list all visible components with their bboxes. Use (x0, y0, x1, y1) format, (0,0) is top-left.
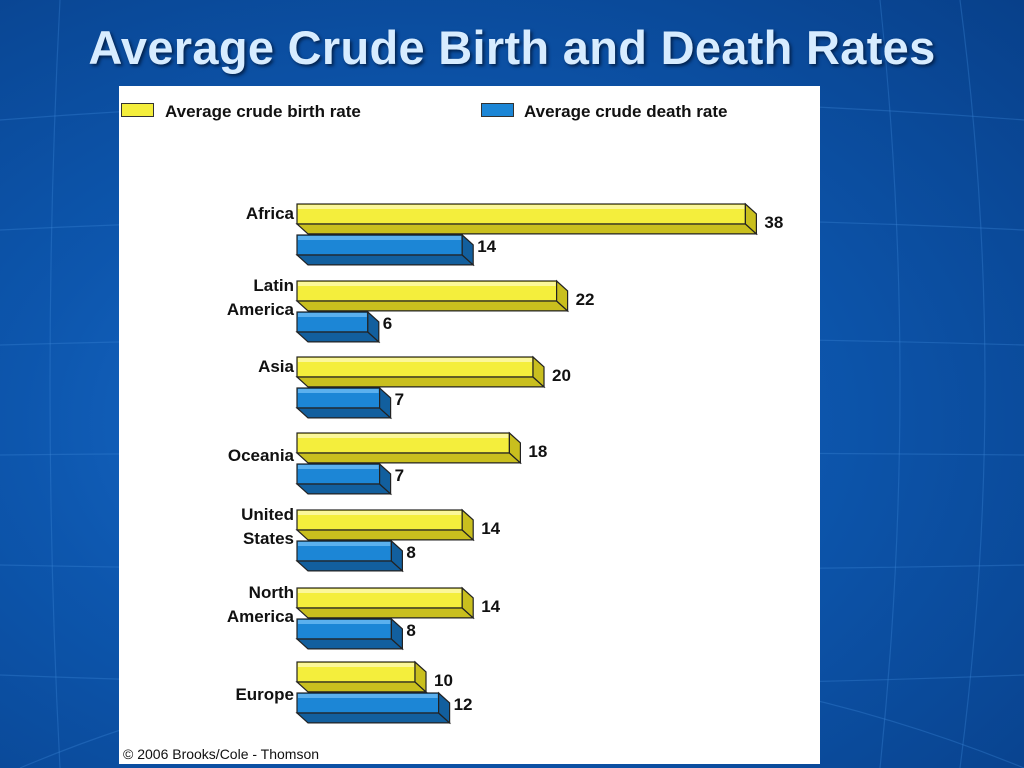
category-label: North America (227, 581, 294, 629)
birth-rate-value: 10 (434, 671, 453, 690)
legend-death-swatch (481, 103, 514, 117)
birth-rate-value: 22 (576, 290, 595, 309)
category-label-line: United (241, 505, 294, 524)
category-label-line: Europe (235, 685, 294, 704)
birth-rate-value: 18 (528, 442, 547, 461)
category-label-line: America (226, 300, 294, 319)
death-rate-bar (295, 539, 404, 573)
death-rate-value: 12 (454, 695, 473, 714)
death-rate-value: 14 (477, 237, 496, 256)
category-label: United States (241, 503, 294, 551)
death-rate-bar (295, 310, 381, 344)
category-label-line: America (226, 607, 294, 626)
category-label: Latin America (227, 274, 294, 322)
death-rate-value: 8 (406, 543, 415, 562)
copyright-text: © 2006 Brooks/Cole - Thomson (123, 746, 320, 762)
death-rate-bar (295, 462, 393, 496)
category-label-line: States (242, 529, 294, 548)
category-label: Oceania (228, 444, 294, 468)
death-rate-value: 8 (406, 621, 415, 640)
category-label-line: North (248, 583, 294, 602)
death-rate-value: 7 (395, 466, 404, 485)
death-rate-bar (295, 386, 393, 420)
death-rate-bar (295, 691, 452, 725)
slide-title: Average Crude Birth and Death Rates (88, 21, 936, 74)
birth-rate-bar (295, 202, 758, 236)
birth-rate-bar (295, 508, 475, 542)
death-rate-bar (295, 233, 475, 267)
legend-birth-swatch (121, 103, 154, 117)
category-label-line: Oceania (227, 446, 294, 465)
birth-rate-value: 38 (764, 213, 783, 232)
birth-rate-bar (295, 279, 570, 313)
death-rate-bar (295, 617, 404, 651)
birth-rate-value: 14 (481, 597, 500, 616)
birth-rate-bar (295, 660, 428, 694)
category-label-line: Asia (258, 357, 294, 376)
death-rate-value: 7 (395, 390, 404, 409)
birth-rate-value: 14 (481, 519, 500, 538)
legend-death-label: Average crude death rate (524, 102, 728, 121)
chart-panel: Average crude birth rate Average crude d… (119, 86, 820, 764)
category-label: Asia (258, 355, 294, 379)
category-label: Africa (246, 202, 294, 226)
category-label: Europe (235, 683, 294, 707)
birth-rate-value: 20 (552, 366, 571, 385)
birth-rate-bar (295, 355, 546, 389)
death-rate-value: 6 (383, 314, 392, 333)
birth-rate-bar (295, 431, 522, 465)
legend-birth-label: Average crude birth rate (165, 102, 361, 121)
category-label-line: Latin (253, 276, 294, 295)
birth-rate-bar (295, 586, 475, 620)
category-label-line: Africa (245, 204, 294, 223)
